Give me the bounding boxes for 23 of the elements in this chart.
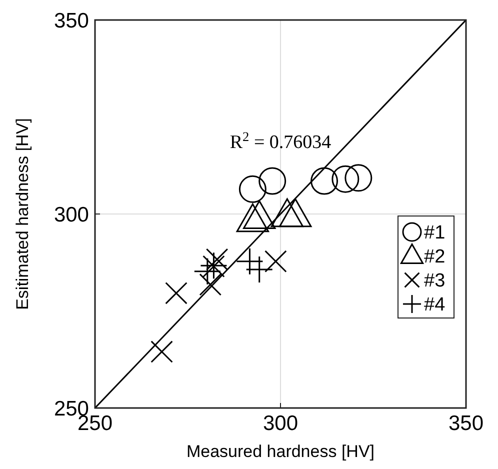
legend-label: #2: [424, 246, 446, 268]
legend-label: #4: [424, 294, 446, 316]
point: [246, 256, 272, 282]
point: [194, 258, 220, 284]
point: [150, 340, 173, 363]
point: [344, 164, 372, 192]
x-tick-label: 300: [262, 412, 298, 435]
point: [332, 165, 360, 193]
point: [258, 167, 286, 195]
y-tick-label: 300: [54, 203, 89, 226]
point: [199, 273, 222, 296]
legend-label: #1: [424, 222, 446, 244]
y-axis-title: Esitimated hardness [HV]: [13, 118, 32, 310]
point: [236, 248, 263, 274]
annotation: R$^{2}$ = 0.76034: [230, 128, 332, 154]
point: [264, 250, 287, 272]
y-tick-label: 350: [54, 9, 89, 32]
x-tick-label: 350: [448, 412, 484, 435]
point: [238, 175, 266, 203]
point: [310, 167, 338, 195]
legend-label: #3: [424, 270, 446, 292]
point: [165, 282, 188, 304]
x-axis-title: Measured hardness [HV]: [186, 442, 375, 461]
